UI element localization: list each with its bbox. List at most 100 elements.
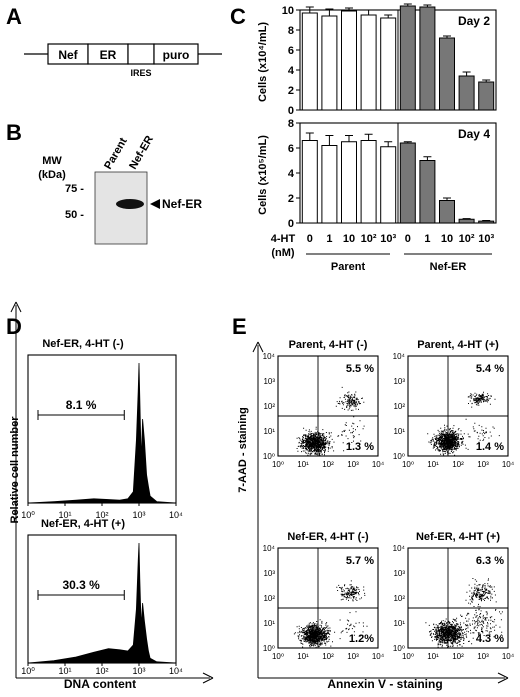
x-tick-label: 10⁰ <box>272 652 284 661</box>
dotplot-title: Parent, 4-HT (+) <box>417 339 499 351</box>
x-tick-label: 0 <box>307 233 313 245</box>
chart-subtitle: Day 2 <box>458 14 490 28</box>
dotplot-events <box>427 391 500 457</box>
x-tick-label: 10⁰ <box>272 460 284 469</box>
x-tick-label: 10¹ <box>427 460 439 469</box>
bar-parent-4 <box>380 17 397 111</box>
x-tick-label: 10³ <box>347 652 359 661</box>
quadrant-lr-percent: 1.4 % <box>476 441 504 453</box>
bar-nef-er-4 <box>478 81 495 111</box>
group-label-nef-er: Nef-ER <box>430 261 467 273</box>
quadrant-ur-percent: 5.7 % <box>346 555 374 567</box>
y-tick-label: 10⁰ <box>393 452 405 461</box>
x-tick-label: 10¹ <box>427 652 439 661</box>
c-xlabel-line1: 4-HT <box>271 233 296 245</box>
bar-nef-er-2 <box>439 200 455 224</box>
chart-c-day4-ylabel: Cells (x10⁵/mL) <box>257 135 269 215</box>
e-xaxis-arrowhead-icon <box>497 672 509 684</box>
x-tick-label: 10² <box>452 652 464 661</box>
e-ylabel: 7-AAD - staining <box>237 407 249 493</box>
bar-parent-3 <box>360 14 377 111</box>
x-tick-label: 10³ <box>478 233 494 245</box>
y-tick-label: 10⁴ <box>263 352 276 361</box>
histogram-frame <box>27 354 177 504</box>
y-tick-label: 10⁴ <box>393 544 406 553</box>
d-xlabel: DNA content <box>64 677 136 691</box>
quadrant-lr-percent: 1.2% <box>349 633 374 645</box>
x-tick-label: 10² <box>322 460 334 469</box>
bar-parent-1 <box>321 15 338 111</box>
y-tick-label: 10² <box>393 594 405 603</box>
d-ylabel: Relative cell number <box>9 416 21 524</box>
x-tick-label: 10³ <box>477 460 489 469</box>
c-xlabel-line2: (nM) <box>271 247 295 259</box>
panel-label-e: E <box>232 314 247 339</box>
bar-nef-er-2 <box>439 37 455 111</box>
histogram-frame <box>27 534 177 664</box>
y-tick-label: 4 <box>288 168 295 180</box>
d-top-title: Nef-ER, 4-HT (-) <box>42 338 124 350</box>
x-tick-label: 10² <box>95 510 108 520</box>
y-tick-label: 0 <box>288 105 294 117</box>
dotplot-title: Nef-ER, 4-HT (+) <box>416 531 500 543</box>
group-label-parent: Parent <box>331 261 366 273</box>
quadrant-lr-percent: 1.3 % <box>346 441 374 453</box>
x-tick-label: 10 <box>441 233 453 245</box>
e-xlabel: Annexin V - staining <box>327 677 442 691</box>
gate-percent: 30.3 % <box>62 578 100 592</box>
d-xaxis: 10⁰ 10⁰ 10¹ 10¹ 10² 10² 10³ 10³ 10⁴ 10⁴ <box>21 510 183 676</box>
dotplot-frame <box>277 547 379 649</box>
chart-subtitle: Day 4 <box>458 127 490 141</box>
construct-er-label: ER <box>100 48 117 62</box>
histogram-d-bottom: 30.3 % <box>27 534 177 666</box>
x-tick-label: 10² <box>459 233 475 245</box>
bar-nef-er-3 <box>458 218 475 224</box>
quadrant-lr-percent: 4.3 % <box>476 633 504 645</box>
lane-label-nef-er: Nef-ER <box>127 134 156 172</box>
bar-nef-er-0 <box>399 5 416 111</box>
bar-parent-2 <box>341 141 357 224</box>
band-label: Nef-ER <box>162 197 202 211</box>
dotplot-frame <box>277 355 379 457</box>
panel-d: D Nef-ER, 4-HT (-) Nef-ER, 4-HT (+) Rela… <box>6 301 214 691</box>
x-tick-label: 10⁴ <box>169 510 183 520</box>
histogram-area <box>27 542 177 664</box>
panel-label-c: C <box>230 4 246 29</box>
x-tick-label: 10⁰ <box>402 460 414 469</box>
y-tick-label: 10² <box>263 594 275 603</box>
d-xaxis-arrowhead-icon <box>202 672 214 684</box>
x-tick-label: 10¹ <box>297 460 309 469</box>
y-tick-label: 6 <box>288 45 294 57</box>
x-tick-label: 10⁰ <box>402 652 414 661</box>
bar-parent-1 <box>321 145 338 224</box>
chart-c-day2: 0 2 4 6 8 10 Day 2 <box>282 3 497 117</box>
x-tick-label: 10 <box>343 233 355 245</box>
x-tick-label: 10³ <box>347 460 359 469</box>
y-tick-label: 8 <box>288 118 294 130</box>
y-tick-label: 10⁴ <box>263 544 276 553</box>
construct-nef-label: Nef <box>58 48 78 62</box>
y-tick-label: 8 <box>288 25 294 37</box>
panel-c: C Cells (x10⁴/mL) Cells (x10⁵/mL) 0 2 4 6 8 1… <box>230 3 497 273</box>
x-tick-label: 0 <box>405 233 411 245</box>
band-arrow-icon <box>150 199 160 209</box>
y-tick-label: 10³ <box>393 569 405 578</box>
bar-nef-er-0 <box>399 142 416 224</box>
y-tick-label: 4 <box>288 65 295 77</box>
e-yaxis-arrowhead-icon <box>252 341 264 353</box>
y-tick-label: 6 <box>288 143 294 155</box>
dotplot-title: Nef-ER, 4-HT (-) <box>287 531 369 543</box>
dotplot-frame <box>407 355 509 457</box>
y-tick-label: 10⁴ <box>393 352 406 361</box>
d-bottom-title: Nef-ER, 4-HT (+) <box>41 518 125 530</box>
construct-ires-label: IRES <box>130 68 151 78</box>
x-tick-label: 10¹ <box>58 666 71 676</box>
y-tick-label: 10¹ <box>393 427 405 436</box>
western-blot <box>94 171 148 245</box>
d-yaxis-arrowhead-icon <box>10 301 22 313</box>
y-tick-label: 10¹ <box>263 427 275 436</box>
